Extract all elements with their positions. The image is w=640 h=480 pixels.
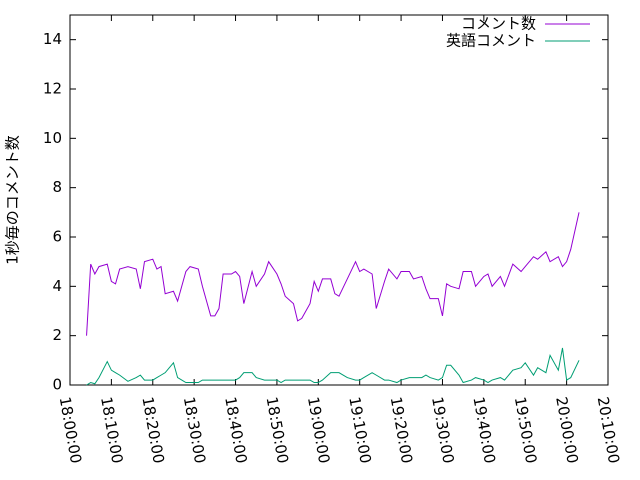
series-line <box>86 347 580 386</box>
legend-label: 英語コメント <box>446 32 536 50</box>
y-tick-label: 8 <box>52 178 62 196</box>
y-tick-label: 12 <box>43 80 62 98</box>
legend-label: コメント数 <box>461 15 536 33</box>
y-tick-label: 6 <box>52 228 62 246</box>
series-line <box>86 212 580 336</box>
y-tick-label: 14 <box>43 30 62 48</box>
y-axis-label: 1秒毎のコメント数 <box>4 135 22 265</box>
y-tick-label: 2 <box>52 326 62 344</box>
y-tick-label: 0 <box>52 376 62 394</box>
y-tick-label: 10 <box>43 129 62 147</box>
plot-border <box>69 14 609 386</box>
y-tick-label: 4 <box>52 277 62 295</box>
